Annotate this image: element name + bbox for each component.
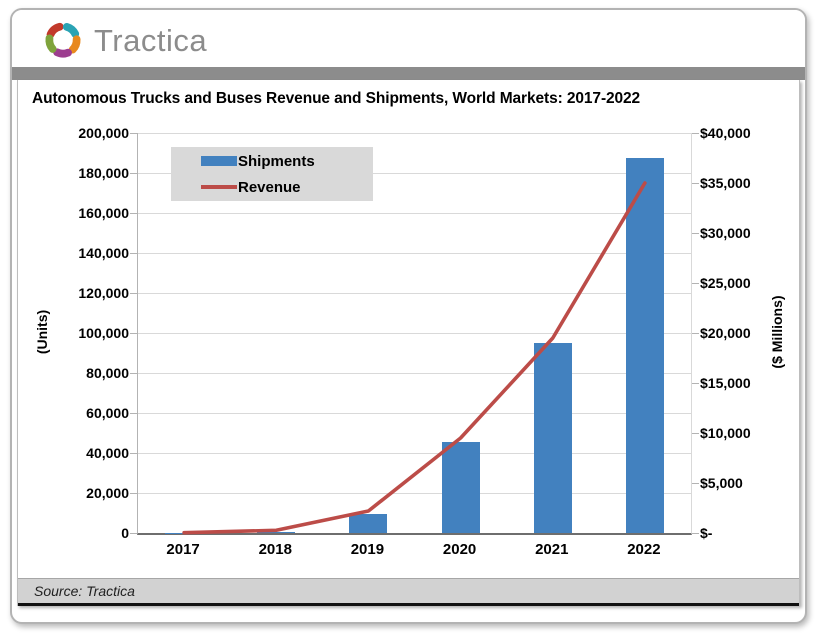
- left-axis-tick-label: 180,000: [78, 165, 129, 181]
- legend-entry: Revenue: [171, 176, 373, 198]
- right-axis-tick-label: $40,000: [700, 125, 751, 141]
- left-axis-tickmark: [130, 413, 137, 414]
- right-axis-tick-label: $20,000: [700, 325, 751, 341]
- right-axis-tick-labels: $40,000 $35,000 $30,000 $25,000 $20,000 $15,0…: [700, 125, 795, 541]
- chart-title: Autonomous Trucks and Buses Revenue and …: [32, 90, 641, 107]
- source-bar: Source: Tractica: [18, 578, 799, 606]
- left-axis-tickmark: [130, 253, 137, 254]
- shipments-bar: [533, 343, 572, 533]
- gray-divider-bar: [12, 67, 805, 80]
- legend-bar-swatch-icon: [201, 156, 237, 166]
- right-axis-tick-label: $30,000: [700, 225, 751, 241]
- left-axis-tick-label: 200,000: [78, 125, 129, 141]
- chart-exhibit: Autonomous Trucks and Buses Revenue and …: [17, 80, 800, 606]
- x-axis-tick-label: 2017: [166, 541, 200, 558]
- gridline: [138, 293, 691, 294]
- shipments-bar: [441, 442, 480, 533]
- right-axis-tickmark: [692, 383, 699, 384]
- legend-entry-label: Shipments: [238, 152, 315, 170]
- x-axis-tick-label: 2021: [535, 541, 569, 558]
- left-axis-tickmark: [130, 493, 137, 494]
- left-axis-title: (Units): [34, 309, 50, 355]
- right-axis-tick-label: $10,000: [700, 425, 751, 441]
- left-axis-tick-label: 20,000: [86, 485, 129, 501]
- gridline: [138, 493, 691, 494]
- left-axis-tick-label: 80,000: [86, 365, 129, 381]
- gridline: [138, 453, 691, 454]
- x-axis-tick-label: 2018: [258, 541, 292, 558]
- x-axis-tick-labels: 2017 2018 2019 2020 2021 2022: [137, 541, 690, 561]
- left-axis-tick-label: 140,000: [78, 245, 129, 261]
- brand-header: Tractica: [12, 10, 805, 67]
- right-axis-title: ($ Millions): [769, 295, 785, 369]
- right-axis-tick-label: $5,000: [700, 475, 743, 491]
- left-axis-tickmark: [130, 453, 137, 454]
- report-card: Tractica Autonomous Trucks and Buses Rev…: [10, 8, 807, 624]
- right-axis-tickmark: [692, 333, 699, 334]
- right-axis-tickmark: [692, 533, 699, 534]
- legend-entry-label: Revenue: [238, 178, 301, 196]
- right-axis-tick-label: $15,000: [700, 375, 751, 391]
- left-axis-tickmark: [130, 333, 137, 334]
- gridline: [138, 253, 691, 254]
- chart-legend: Shipments Revenue: [171, 147, 373, 201]
- plot-area: [130, 133, 699, 535]
- tractica-logo: Tractica: [42, 19, 207, 61]
- right-axis-tickmark: [692, 233, 699, 234]
- right-axis-tickmark: [692, 483, 699, 484]
- shipments-bar: [257, 532, 296, 533]
- gridline: [138, 413, 691, 414]
- logo-wordmark: Tractica: [94, 22, 208, 58]
- right-axis-tick-label: $35,000: [700, 175, 751, 191]
- right-axis-tick-label: $25,000: [700, 275, 751, 291]
- left-axis-tick-label: 0: [121, 525, 129, 541]
- left-axis-tick-label: 60,000: [86, 405, 129, 421]
- left-axis-tickmark: [130, 373, 137, 374]
- left-axis-tick-label: 120,000: [78, 285, 129, 301]
- right-axis-tickmark: [692, 433, 699, 434]
- source-text: Source: Tractica: [34, 583, 135, 599]
- left-axis-tickmark: [130, 213, 137, 214]
- x-axis-tick-label: 2020: [442, 541, 477, 558]
- shipments-bar: [349, 514, 388, 533]
- right-axis-tickmark: [692, 133, 699, 134]
- gridline: [138, 213, 691, 214]
- gridline: [138, 373, 691, 374]
- right-axis-tickmark: [692, 183, 699, 184]
- left-axis-tick-labels: 200,000 180,000 160,000 140,000 120,000 100,0…: [18, 125, 129, 541]
- x-axis-tick-label: 2022: [627, 541, 661, 558]
- chart-area: 200,000 180,000 160,000 140,000 120,000 100,0…: [18, 110, 799, 578]
- x-axis-tick-label: 2019: [350, 541, 385, 558]
- right-axis-tickmark: [692, 283, 699, 284]
- left-axis-tick-label: 40,000: [86, 445, 129, 461]
- gridline: [138, 333, 691, 334]
- left-axis-tickmark: [130, 133, 137, 134]
- gridline: [138, 133, 691, 134]
- shipments-bar: [625, 158, 664, 533]
- left-axis-tickmark: [130, 533, 137, 534]
- right-axis-tick-label: $-: [700, 525, 713, 541]
- left-axis-tick-label: 100,000: [78, 325, 129, 341]
- left-axis-tickmark: [130, 173, 137, 174]
- left-axis-tick-label: 160,000: [78, 205, 129, 221]
- tractica-pinwheel-icon: [42, 19, 84, 61]
- legend-entry: Shipments: [171, 150, 373, 172]
- legend-line-swatch-icon: [201, 185, 237, 189]
- gridline: [138, 173, 691, 174]
- left-axis-tickmark: [130, 293, 137, 294]
